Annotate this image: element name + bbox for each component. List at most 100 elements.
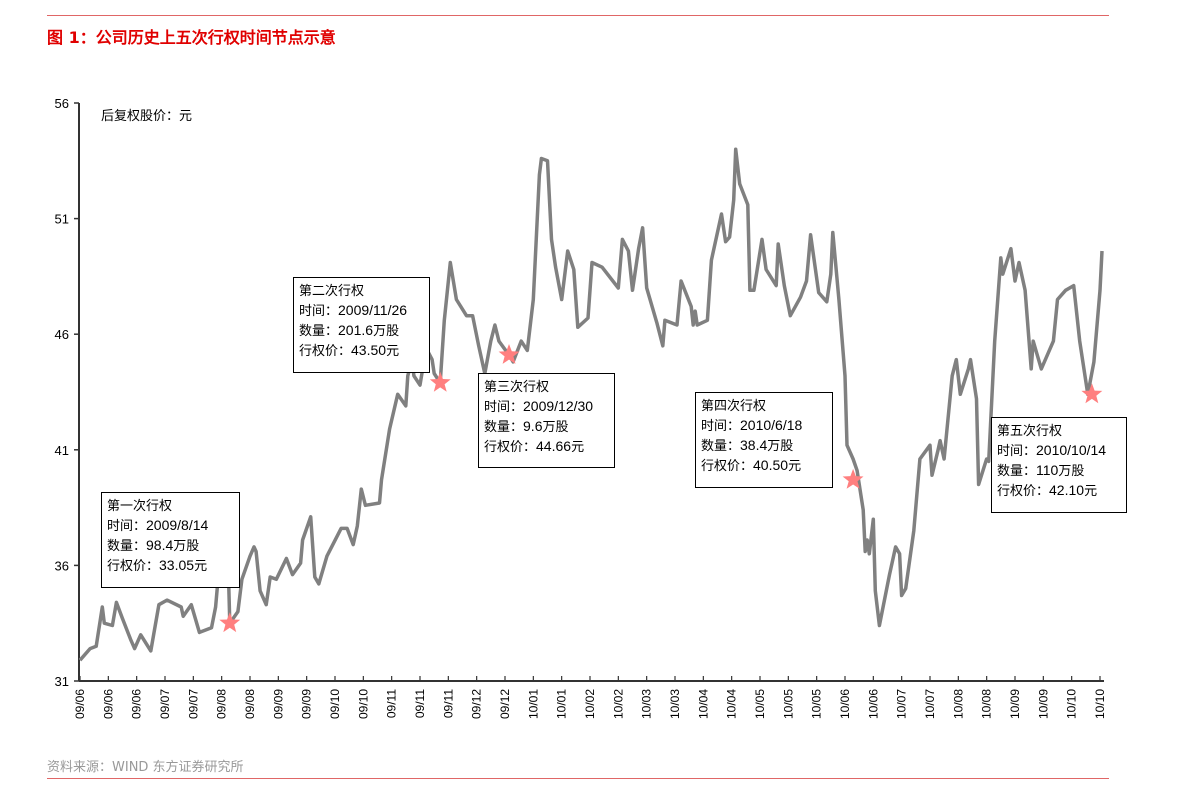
time-label: 时间： bbox=[997, 444, 1037, 459]
annotation-row: 时间：2009/8/14 bbox=[107, 516, 234, 536]
time-value: 2009/12/30 bbox=[523, 398, 594, 414]
x-tick-label: 10/05 bbox=[753, 689, 767, 719]
price-value: 43.50 bbox=[351, 342, 387, 358]
price-value: 40.50 bbox=[753, 457, 789, 473]
x-tick-label: 09/12 bbox=[470, 689, 484, 719]
x-tick-label: 10/03 bbox=[640, 689, 654, 719]
figure-title: 图 1：公司历史上五次行权时间节点示意 bbox=[47, 28, 336, 47]
quantity-label: 数量： bbox=[997, 464, 1037, 479]
x-tick-label: 09/11 bbox=[441, 689, 455, 718]
y-tick-label: 51 bbox=[55, 212, 69, 227]
annotation-row: 数量：9.6万股 bbox=[484, 417, 609, 437]
exercise-star-marker bbox=[1081, 383, 1103, 404]
annotation-row: 时间：2010/6/18 bbox=[701, 416, 827, 436]
quantity-unit: 万股 bbox=[1058, 464, 1085, 479]
quantity-value: 98.4 bbox=[146, 537, 174, 553]
x-tick-label: 09/06 bbox=[130, 689, 144, 719]
x-tick-label: 09/10 bbox=[356, 689, 370, 719]
exercise-star-marker bbox=[842, 468, 864, 489]
x-tick-label: 10/10 bbox=[1065, 689, 1079, 719]
annotation-title: 第五次行权 bbox=[997, 424, 1063, 439]
exercise-star-marker bbox=[429, 371, 451, 392]
annotation-row: 行权价：40.50元 bbox=[701, 456, 827, 476]
x-tick-label: 10/09 bbox=[1008, 689, 1022, 719]
annotation-row: 数量：110万股 bbox=[997, 461, 1121, 481]
bottom-rule bbox=[47, 778, 1109, 779]
x-tick-label: 10/06 bbox=[866, 689, 880, 719]
exercise-annotation-box: 第三次行权 时间：2009/12/30 数量：9.6万股 行权价：44.66元 bbox=[478, 373, 615, 468]
quantity-unit: 万股 bbox=[373, 324, 400, 339]
annotation-row: 第五次行权 bbox=[997, 422, 1121, 441]
price-label: 行权价： bbox=[299, 344, 352, 359]
annotation-row: 时间：2010/10/14 bbox=[997, 441, 1121, 461]
annotation-title: 第三次行权 bbox=[484, 380, 550, 395]
x-tick-label: 09/11 bbox=[385, 689, 399, 718]
annotation-row: 数量：201.6万股 bbox=[299, 321, 424, 341]
x-tick-label: 10/02 bbox=[611, 689, 625, 719]
y-tick-label: 31 bbox=[55, 674, 69, 689]
annotation-row: 第四次行权 bbox=[701, 397, 827, 416]
annotation-row: 行权价：42.10元 bbox=[997, 481, 1121, 501]
annotation-row: 数量：38.4万股 bbox=[701, 436, 827, 456]
time-value: 2010/6/18 bbox=[740, 417, 803, 433]
time-label: 时间： bbox=[701, 419, 741, 434]
annotation-row: 第一次行权 bbox=[107, 497, 234, 516]
x-tick-label: 09/08 bbox=[215, 689, 229, 719]
annotation-row: 时间：2009/12/30 bbox=[484, 397, 609, 417]
time-value: 2009/11/26 bbox=[338, 302, 408, 318]
price-unit: 元 bbox=[194, 559, 208, 574]
y-axis-label: 后复权股价：元 bbox=[101, 109, 193, 124]
time-label: 时间： bbox=[107, 519, 147, 534]
x-tick-label: 09/10 bbox=[328, 689, 342, 719]
x-tick-label: 10/07 bbox=[895, 689, 909, 719]
price-label: 行权价： bbox=[484, 440, 537, 455]
x-tick-label: 09/12 bbox=[498, 689, 512, 719]
y-tick-label: 46 bbox=[55, 327, 69, 342]
quantity-value: 110 bbox=[1036, 462, 1059, 478]
price-unit: 元 bbox=[1084, 484, 1098, 499]
x-tick-label: 10/06 bbox=[838, 689, 852, 719]
y-tick-label: 56 bbox=[55, 96, 69, 111]
annotation-title: 第一次行权 bbox=[107, 499, 173, 514]
price-unit: 元 bbox=[788, 459, 802, 474]
x-tick-label: 09/09 bbox=[300, 689, 314, 719]
price-value: 44.66 bbox=[536, 438, 572, 454]
price-label: 行权价： bbox=[997, 484, 1050, 499]
annotation-title: 第二次行权 bbox=[299, 284, 365, 299]
x-tick-label: 10/10 bbox=[1093, 689, 1107, 719]
quantity-value: 38.4 bbox=[740, 437, 768, 453]
price-value: 33.05 bbox=[159, 557, 195, 573]
x-tick-label: 10/04 bbox=[696, 689, 710, 719]
exercise-annotation-box: 第二次行权 时间：2009/11/26 数量：201.6万股 行权价：43.50元 bbox=[293, 277, 430, 373]
price-label: 行权价： bbox=[701, 459, 754, 474]
price-line bbox=[78, 147, 1104, 662]
x-tick-label: 10/02 bbox=[583, 689, 597, 719]
x-tick-label: 10/08 bbox=[951, 689, 965, 719]
annotation-row: 行权价：44.66元 bbox=[484, 437, 609, 457]
x-tick-label: 09/11 bbox=[413, 689, 427, 718]
time-label: 时间： bbox=[299, 304, 339, 319]
x-tick-label: 10/03 bbox=[668, 689, 682, 719]
x-tick-label: 09/06 bbox=[73, 689, 87, 719]
quantity-unit: 万股 bbox=[767, 439, 794, 454]
annotation-row: 时间：2009/11/26 bbox=[299, 301, 424, 321]
annotation-row: 数量：98.4万股 bbox=[107, 536, 234, 556]
x-tick-label: 10/01 bbox=[555, 689, 569, 719]
quantity-label: 数量： bbox=[107, 539, 147, 554]
annotation-row: 行权价：33.05元 bbox=[107, 556, 234, 576]
x-tick-label: 10/04 bbox=[725, 689, 739, 719]
quantity-unit: 万股 bbox=[542, 420, 569, 435]
x-tick-label: 10/09 bbox=[1036, 689, 1050, 719]
x-tick-label: 10/01 bbox=[526, 689, 540, 719]
x-tick-label: 10/05 bbox=[781, 689, 795, 719]
annotation-row: 行权价：43.50元 bbox=[299, 341, 424, 361]
time-label: 时间： bbox=[484, 400, 524, 415]
x-tick-label: 10/05 bbox=[810, 689, 824, 719]
quantity-value: 201.6 bbox=[338, 322, 374, 338]
x-tick-label: 10/07 bbox=[923, 689, 937, 719]
x-tick-label: 09/08 bbox=[243, 689, 257, 719]
time-value: 2009/8/14 bbox=[146, 517, 209, 533]
exercise-star-marker bbox=[498, 344, 520, 364]
